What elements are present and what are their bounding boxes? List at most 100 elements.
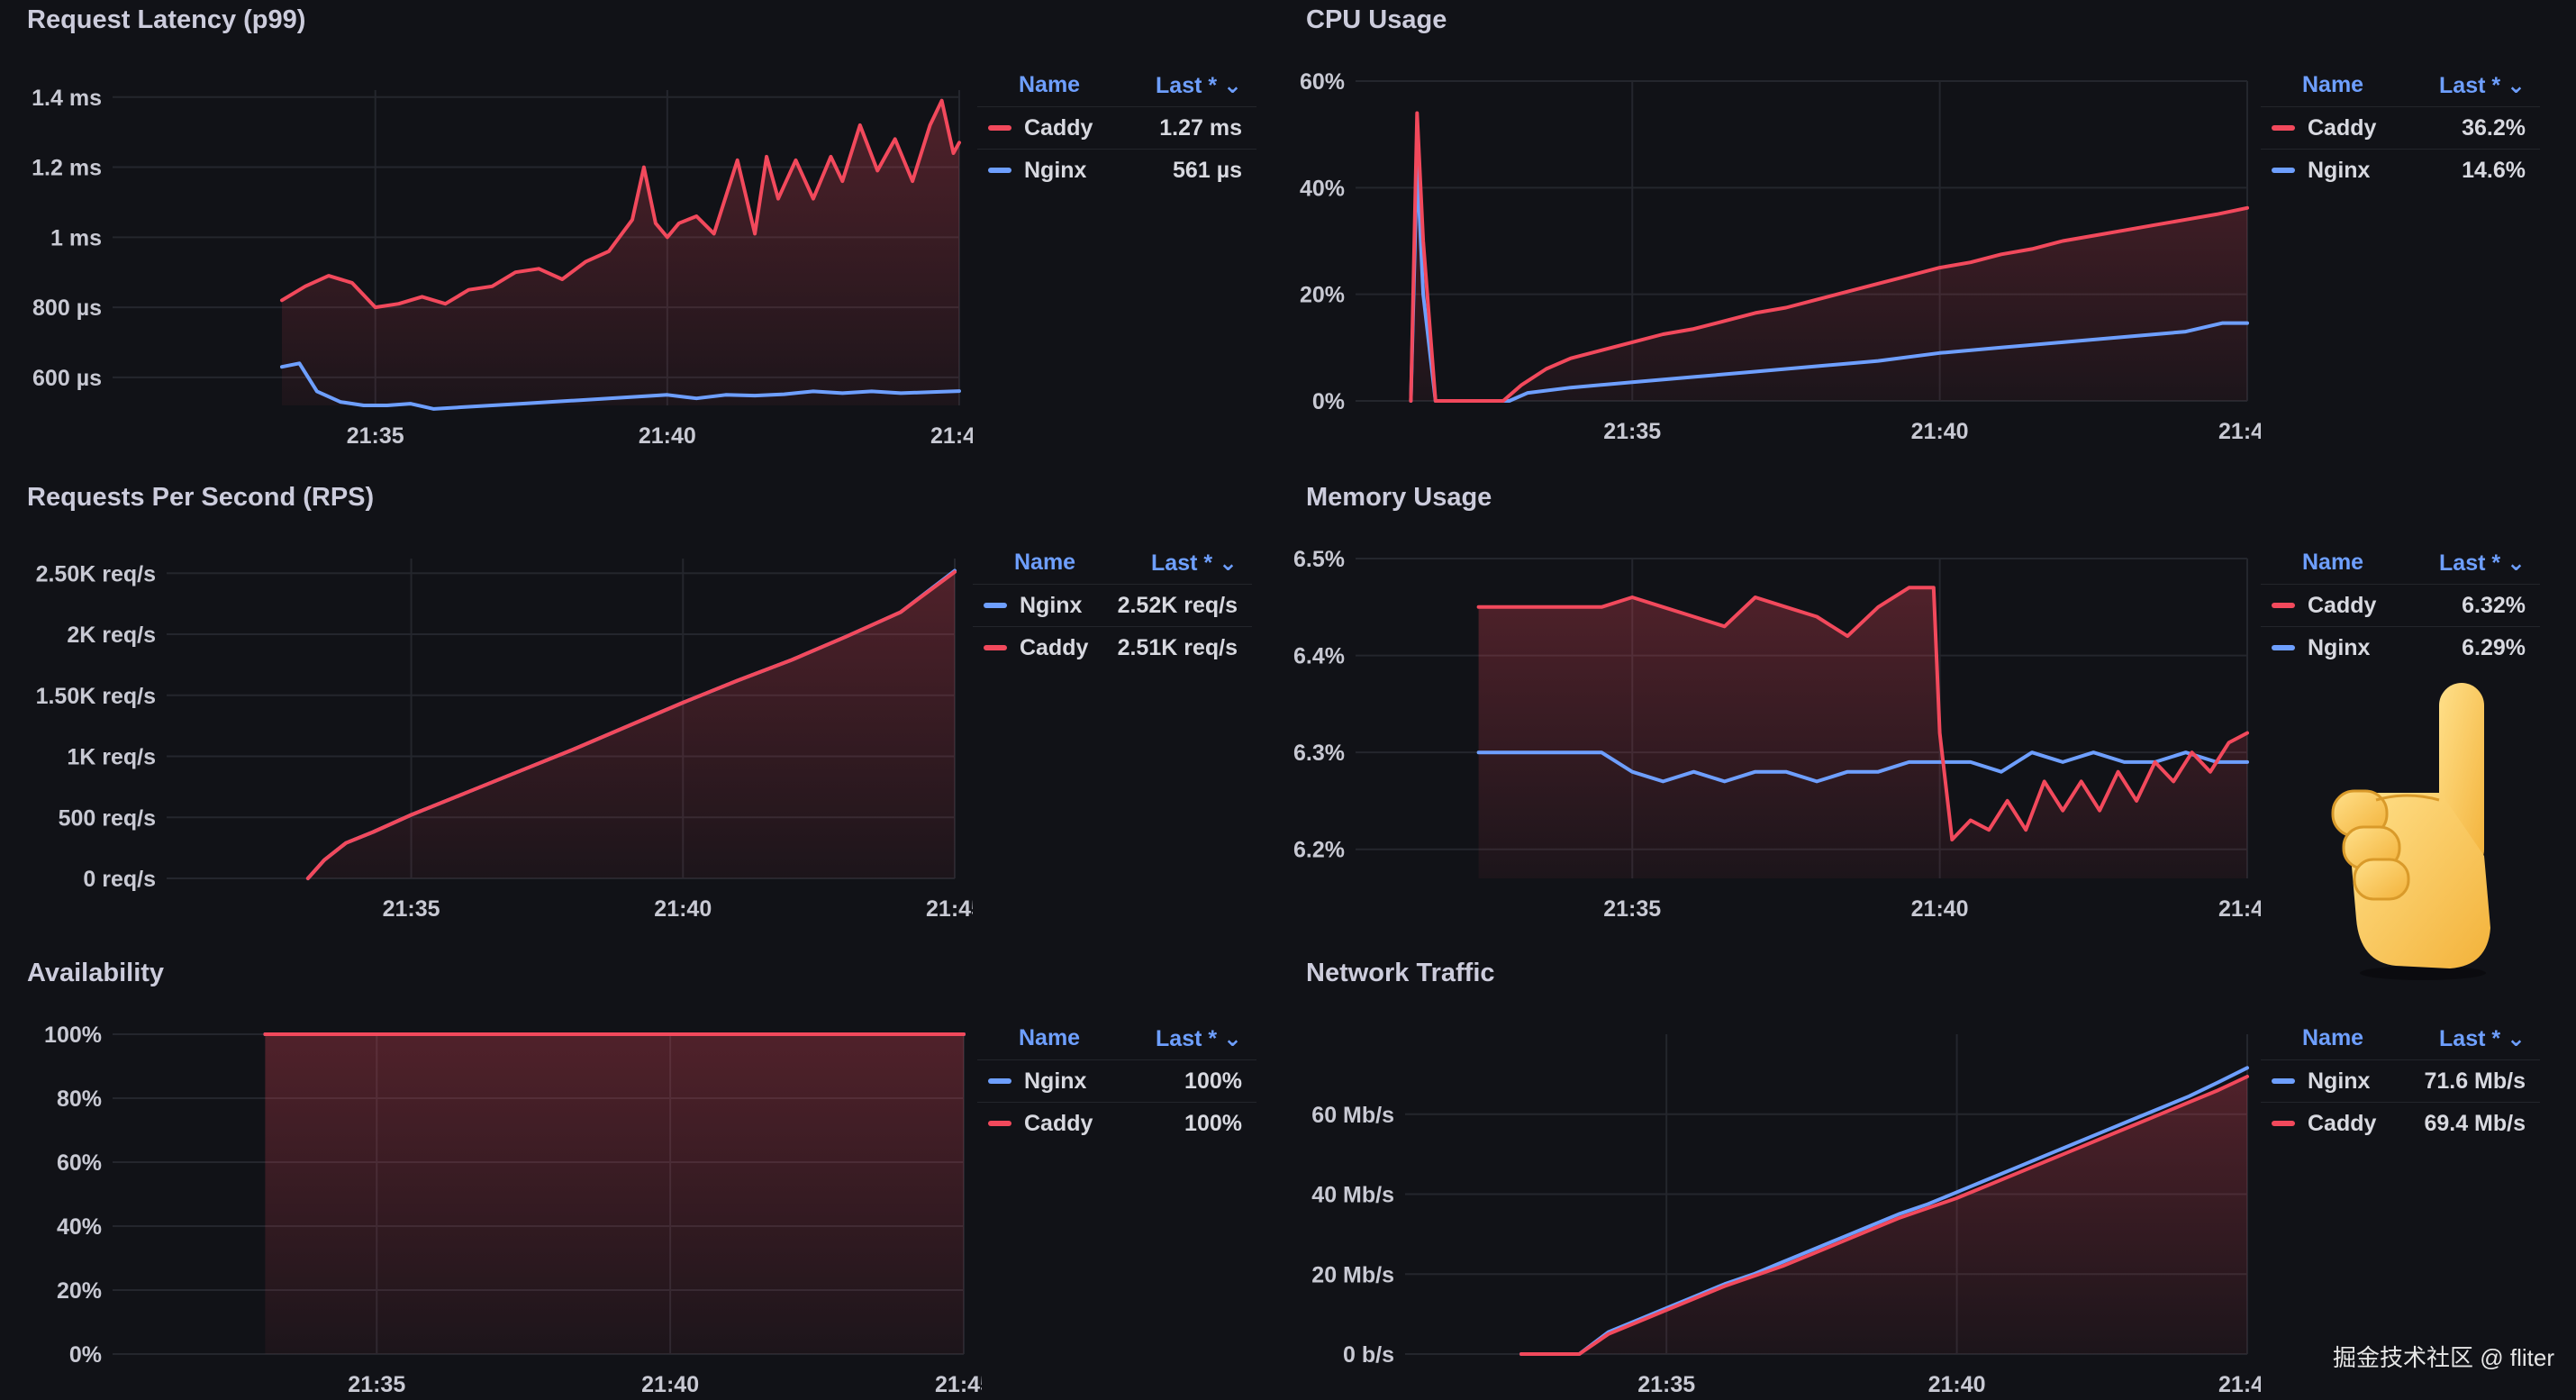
x-tick-label: 21:35 [1637,1372,1695,1397]
panel-title[interactable]: Memory Usage [1306,483,1492,512]
legend-last-value: 2.52K req/s [1117,593,1238,618]
y-tick-label: 6.4% [1293,644,1345,669]
legend-row-nginx[interactable]: Nginx 71.6 Mb/s [2261,1059,2540,1102]
legend-header-last[interactable]: Last * ⌄ [2439,550,2526,576]
legend-series-name: Nginx [1024,1068,1087,1094]
x-tick-label: 21:45 [2218,896,2261,922]
legend-last-value: 69.4 Mb/s [2424,1111,2526,1136]
legend-header-name[interactable]: Name [1014,550,1076,575]
legend: Name Last * ⌄ Nginx 71.6 Mb/s Caddy 69.4 Mb/s [2261,1016,2540,1144]
series-area-caddy [265,1034,964,1354]
legend-header: Name Last * ⌄ [2261,541,2540,584]
panel-title[interactable]: Network Traffic [1306,959,1495,987]
legend-header-name[interactable]: Name [1019,72,1081,97]
y-tick-label: 60 Mb/s [1311,1103,1394,1128]
legend-header-last[interactable]: Last * ⌄ [2439,73,2526,98]
y-tick-label: 80% [57,1086,102,1112]
series-line-caddy [1519,1075,2249,1356]
legend-last-value: 6.32% [2462,593,2526,618]
legend-row-caddy[interactable]: Caddy 6.32% [2261,584,2540,626]
legend-header: Name Last * ⌄ [2261,63,2540,106]
y-tick-label: 6.3% [1293,741,1345,766]
panel-title[interactable]: CPU Usage [1306,5,1447,34]
legend-header-last[interactable]: Last * ⌄ [1156,73,1242,98]
y-tick-label: 2K req/s [67,623,156,648]
x-tick-label: 21:35 [1603,896,1661,922]
legend-swatch [984,645,1007,650]
legend: Name Last * ⌄ Caddy 36.2% Nginx 14.6% [2261,63,2540,191]
panel-network-traffic: Network Traffic 0 b/s 20 Mb/s 40 Mb/s 60 Mb… [1279,953,2576,1400]
legend-swatch [988,1121,1011,1126]
x-tick-label: 21:40 [654,896,712,922]
legend-row-caddy[interactable]: Caddy 100% [977,1102,1256,1144]
legend-row-caddy[interactable]: Caddy 1.27 ms [977,106,1256,149]
y-tick-label: 1K req/s [67,745,156,770]
y-tick-label: 0% [1312,389,1345,414]
legend-series-name: Caddy [1024,1111,1093,1136]
panel-title[interactable]: Request Latency (p99) [27,5,306,34]
series-line-caddy [280,98,961,310]
y-tick-label: 1.2 ms [32,156,102,181]
x-tick-label: 21:40 [1911,419,1969,444]
legend-series-name: Nginx [2308,158,2371,183]
legend-row-caddy[interactable]: Caddy 36.2% [2261,106,2540,149]
panel-title[interactable]: Requests Per Second (RPS) [27,483,375,512]
x-tick-label: 21:40 [1928,1372,1986,1397]
x-tick-label: 21:45 [2218,1372,2261,1397]
legend-header-last[interactable]: Last * ⌄ [2439,1026,2526,1051]
panel-cpu-usage: CPU Usage 0% 20% 40% 60% 21:35 21:40 21:45 Nam… [1279,0,2576,477]
legend-row-caddy[interactable]: Caddy 69.4 Mb/s [2261,1102,2540,1144]
legend-row-nginx[interactable]: Nginx 2.52K req/s [973,584,1252,626]
legend-header-last[interactable]: Last * ⌄ [1156,1026,1242,1051]
y-tick-label: 800 µs [32,295,102,321]
y-tick-label: 60% [57,1150,102,1176]
y-tick-label: 100% [44,1023,102,1048]
y-tick-label: 60% [1300,69,1345,95]
legend-header-name[interactable]: Name [1019,1025,1081,1050]
x-tick-label: 21:40 [641,1372,699,1397]
series-line-nginx [1476,750,2249,784]
legend-header-last[interactable]: Last * ⌄ [1151,550,1238,576]
memory-chart: 6.2% 6.3% 6.4% 6.5% 21:35 21:40 21:45 [1293,547,2261,922]
legend: Name Last * ⌄ Caddy 1.27 ms Nginx 561 µs [977,63,1256,191]
legend-swatch [2272,1121,2295,1126]
legend-last-value: 100% [1184,1111,1242,1136]
series-line-nginx [1519,1066,2249,1356]
panel-title[interactable]: Availability [27,959,165,987]
y-tick-label: 1 ms [50,225,102,250]
y-tick-label: 600 µs [32,366,102,391]
legend-series-name: Caddy [1020,635,1089,660]
y-tick-label: 20% [1300,283,1345,308]
legend-row-nginx[interactable]: Nginx 100% [977,1059,1256,1102]
x-tick-label: 21:45 [935,1372,982,1397]
legend-row-nginx[interactable]: Nginx 6.29% [2261,626,2540,668]
legend-row-nginx[interactable]: Nginx 14.6% [2261,149,2540,191]
series-line-caddy [1476,586,2249,841]
legend-series-name: Caddy [2308,1111,2377,1136]
legend-row-nginx[interactable]: Nginx 561 µs [977,149,1256,191]
y-tick-label: 2.50K req/s [36,561,156,586]
series-line-nginx [280,361,961,411]
legend: Name Last * ⌄ Nginx 2.52K req/s Caddy 2.51K r… [973,541,1252,668]
legend-swatch [2272,645,2295,650]
legend-header-name[interactable]: Name [2302,72,2364,97]
pointing-hand-icon [2331,683,2490,980]
legend-last-value: 71.6 Mb/s [2424,1068,2526,1094]
legend-last-value: 14.6% [2462,158,2526,183]
panel-requests-per-second: Requests Per Second (RPS) 0 req/s 500 req… [0,477,1279,955]
legend-row-caddy[interactable]: Caddy 2.51K req/s [973,626,1252,668]
y-tick-label: 1.50K req/s [36,684,156,709]
legend-last-value: 2.51K req/s [1117,635,1238,660]
y-tick-label: 20 Mb/s [1311,1262,1394,1287]
panel-memory-usage: Memory Usage 6.2% 6.3% 6.4% 6.5% 21:35 21:40 2… [1279,477,2576,955]
legend-header-name[interactable]: Name [2302,1025,2364,1050]
legend-swatch [2272,1078,2295,1084]
legend: Name Last * ⌄ Nginx 100% Caddy 100% [977,1016,1256,1144]
legend-header: Name Last * ⌄ [2261,1016,2540,1059]
legend-series-name: Nginx [2308,1068,2371,1094]
panel-availability: Availability 0% 20% 40% 60% 80% 100% 21:35 21:4… [0,953,1279,1400]
legend-series-name: Caddy [2308,115,2377,141]
x-tick-label: 21:45 [926,896,973,922]
legend: Name Last * ⌄ Caddy 6.32% Nginx 6.29% [2261,541,2540,668]
legend-header-name[interactable]: Name [2302,550,2364,575]
